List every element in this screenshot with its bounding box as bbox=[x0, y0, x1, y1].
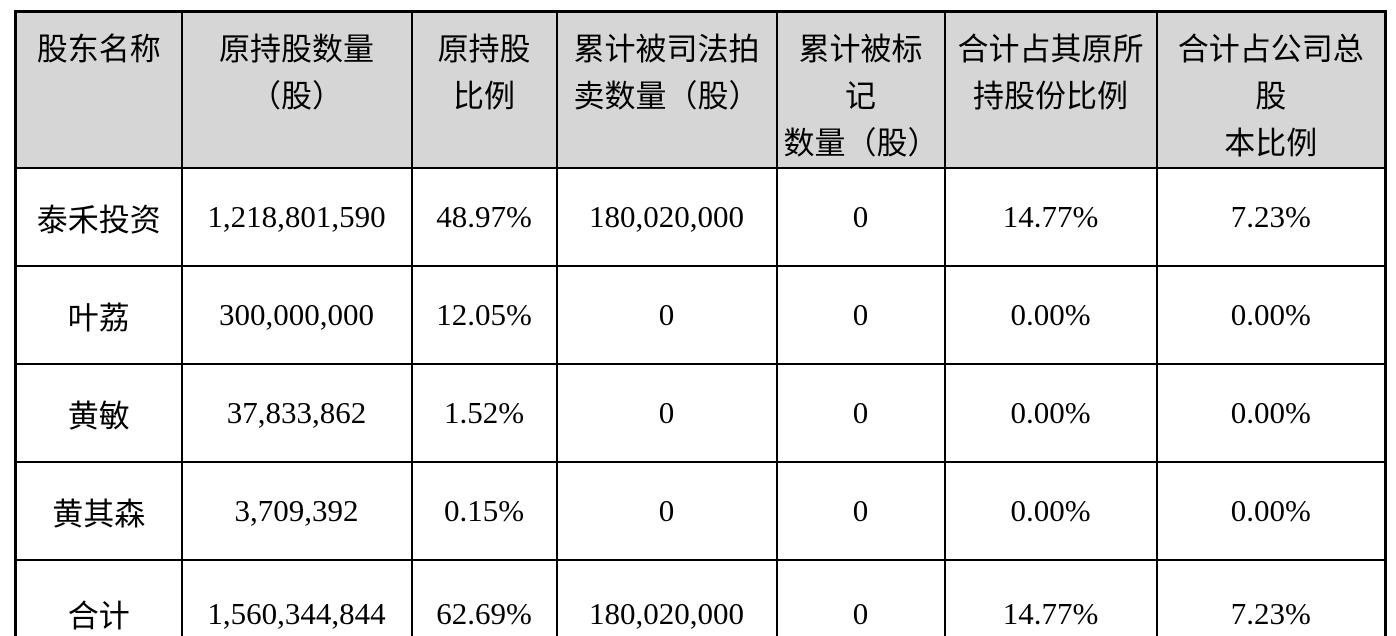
cell-shareholder-name: 泰禾投资 bbox=[14, 167, 183, 267]
cell-shareholder-name: 黄其森 bbox=[14, 461, 183, 561]
cell-auction-shares: 0 bbox=[555, 363, 778, 463]
cell-marked-shares: 0 bbox=[775, 265, 946, 365]
cell-auction-shares: 0 bbox=[555, 461, 778, 561]
table-row-huang-min: 黄敏 37,833,862 1.52% 0 0 0.00% 0.00% bbox=[14, 363, 1387, 463]
table-header-row: 股东名称 原持股数量 （股） 原持股 比例 累计被司法拍 卖数量（股） 累计被标… bbox=[14, 10, 1387, 169]
column-header-pct-of-original-holding: 合计占其原所 持股份比例 bbox=[943, 10, 1158, 169]
cell-marked-shares: 0 bbox=[775, 461, 946, 561]
cell-original-shares: 1,218,801,590 bbox=[180, 167, 413, 267]
column-header-pct-of-total-capital: 合计占公司总股 本比例 bbox=[1155, 10, 1387, 169]
cell-pct-of-total-capital: 0.00% bbox=[1155, 265, 1387, 365]
column-header-shareholder-name: 股东名称 bbox=[14, 10, 183, 169]
cell-original-shares: 3,709,392 bbox=[180, 461, 413, 561]
shareholding-auction-table: 股东名称 原持股数量 （股） 原持股 比例 累计被司法拍 卖数量（股） 累计被标… bbox=[14, 10, 1387, 636]
cell-auction-shares: 0 bbox=[555, 265, 778, 365]
cell-pct-of-original-holding: 14.77% bbox=[943, 167, 1158, 267]
cell-original-shares: 37,833,862 bbox=[180, 363, 413, 463]
cell-marked-shares: 0 bbox=[775, 167, 946, 267]
table-row-ye-li: 叶荔 300,000,000 12.05% 0 0 0.00% 0.00% bbox=[14, 265, 1387, 365]
table-row-taihe-investment: 泰禾投资 1,218,801,590 48.97% 180,020,000 0 … bbox=[14, 167, 1387, 267]
cell-original-ratio: 1.52% bbox=[410, 363, 558, 463]
column-header-marked-shares: 累计被标记 数量（股） bbox=[775, 10, 946, 169]
cell-total-marked-shares: 0 bbox=[775, 559, 946, 636]
cell-total-original-ratio: 62.69% bbox=[410, 559, 558, 636]
cell-total-original-shares: 1,560,344,844 bbox=[180, 559, 413, 636]
column-header-auction-shares: 累计被司法拍 卖数量（股） bbox=[555, 10, 778, 169]
cell-pct-of-original-holding: 0.00% bbox=[943, 363, 1158, 463]
cell-original-ratio: 12.05% bbox=[410, 265, 558, 365]
cell-pct-of-total-capital: 0.00% bbox=[1155, 363, 1387, 463]
column-header-original-shares: 原持股数量 （股） bbox=[180, 10, 413, 169]
cell-total-pct-of-total-capital: 7.23% bbox=[1155, 559, 1387, 636]
cell-auction-shares: 180,020,000 bbox=[555, 167, 778, 267]
cell-total-auction-shares: 180,020,000 bbox=[555, 559, 778, 636]
cell-original-ratio: 48.97% bbox=[410, 167, 558, 267]
cell-pct-of-total-capital: 7.23% bbox=[1155, 167, 1387, 267]
cell-pct-of-original-holding: 0.00% bbox=[943, 265, 1158, 365]
cell-shareholder-name: 黄敏 bbox=[14, 363, 183, 463]
cell-total-label: 合计 bbox=[14, 559, 183, 636]
cell-pct-of-original-holding: 0.00% bbox=[943, 461, 1158, 561]
cell-total-pct-of-original-holding: 14.77% bbox=[943, 559, 1158, 636]
cell-original-ratio: 0.15% bbox=[410, 461, 558, 561]
table-total-row: 合计 1,560,344,844 62.69% 180,020,000 0 14… bbox=[14, 559, 1387, 636]
cell-original-shares: 300,000,000 bbox=[180, 265, 413, 365]
cell-pct-of-total-capital: 0.00% bbox=[1155, 461, 1387, 561]
cell-marked-shares: 0 bbox=[775, 363, 946, 463]
cell-shareholder-name: 叶荔 bbox=[14, 265, 183, 365]
column-header-original-ratio: 原持股 比例 bbox=[410, 10, 558, 169]
table-row-huang-qisen: 黄其森 3,709,392 0.15% 0 0 0.00% 0.00% bbox=[14, 461, 1387, 561]
